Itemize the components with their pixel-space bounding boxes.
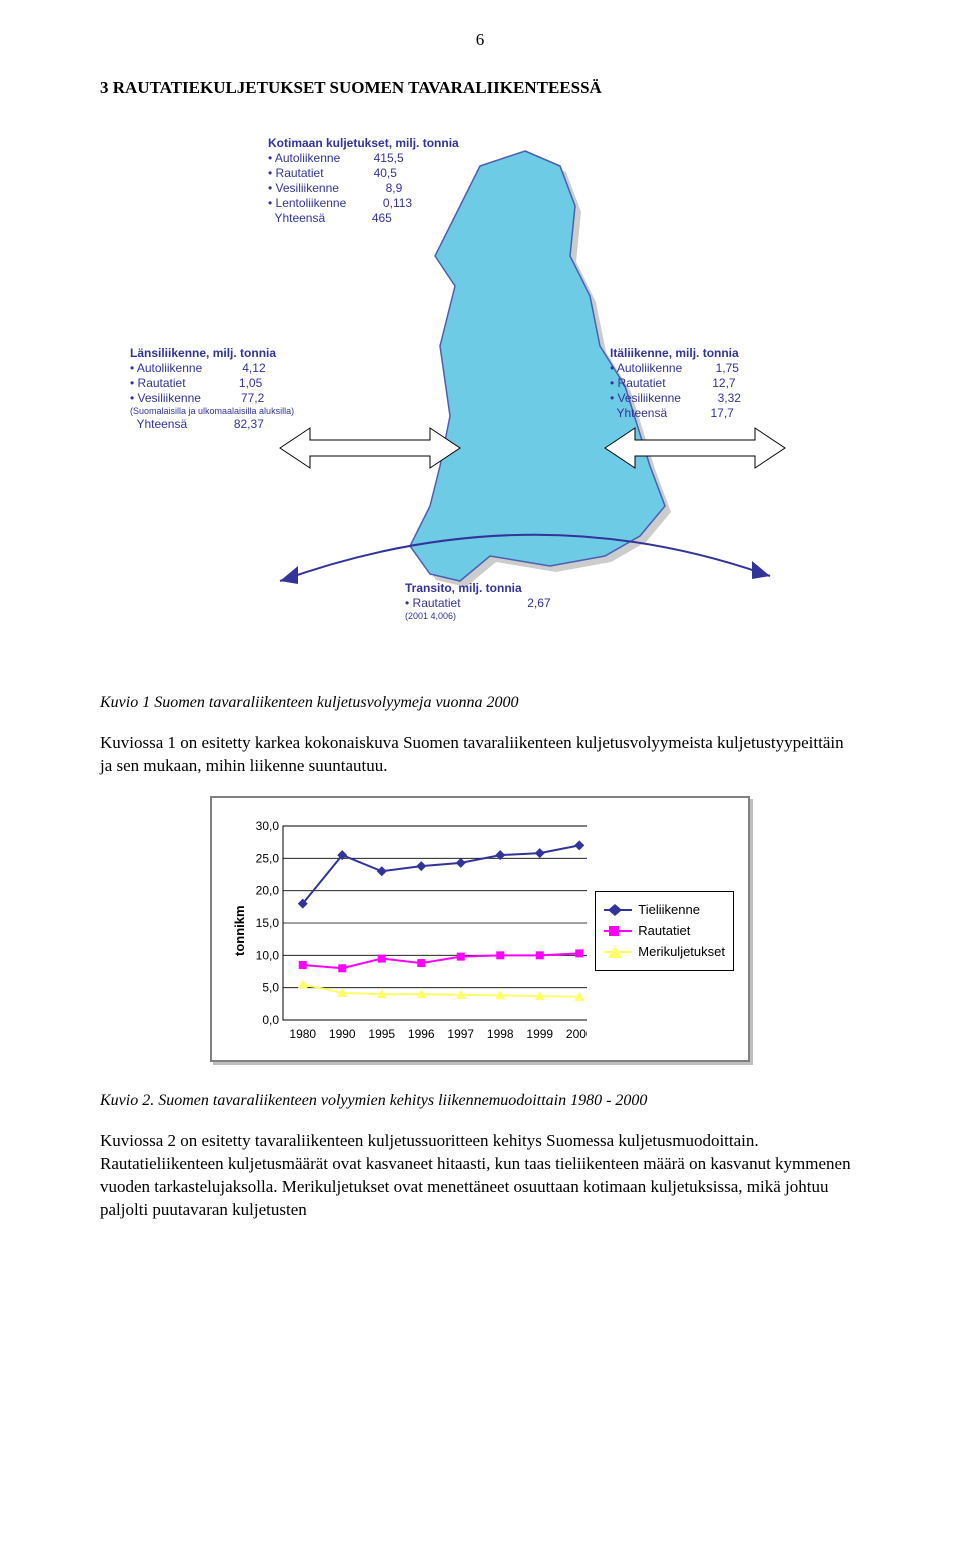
transit-fineprint: (2001 4,006) [405,611,551,622]
east-row: • Rautatiet 12,7 [610,376,741,391]
domestic-row: Yhteensä 465 [268,211,459,226]
east-row: • Autoliikenne 1,75 [610,361,741,376]
domestic-block: Kotimaan kuljetukset, milj. tonnia • Aut… [268,136,459,226]
svg-text:1980: 1980 [289,1027,316,1041]
domestic-title: Kotimaan kuljetukset, milj. tonnia [268,136,459,151]
figure2-caption: Kuvio 2. Suomen tavaraliikenteen volyymi… [100,1092,860,1110]
west-total: Yhteensä 82,37 [130,417,294,432]
west-block: Länsiliikenne, milj. tonnia • Autoliiken… [130,346,294,432]
legend-item: Tieliikenne [604,901,725,919]
svg-text:5,0: 5,0 [262,981,279,995]
svg-text:10,0: 10,0 [256,948,280,962]
transit-title: Transito, milj. tonnia [405,581,551,596]
section-heading: 3 RAUTATIEKULJETUKSET SUOMEN TAVARALIIKE… [100,78,860,98]
line-chart-svg: 0,0 5,0 10,0 15,0 20,0 25,0 30,0 1980 1990 1995 19… [247,816,587,1046]
svg-text:1990: 1990 [329,1027,356,1041]
figure1-caption: Kuvio 1 Suomen tavaraliikenteen kuljetus… [100,694,860,712]
transit-row: • Rautatiet 2,67 [405,596,551,611]
svg-text:0,0: 0,0 [262,1013,279,1027]
west-row: • Rautatiet 1,05 [130,376,294,391]
svg-text:1999: 1999 [526,1027,553,1041]
legend-item: Merikuljetukset [604,943,725,961]
domestic-row: • Rautatiet 40,5 [268,166,459,181]
east-block: Itäliikenne, milj. tonnia • Autoliikenne… [610,346,741,421]
domestic-row: • Lentoliikenne 0,113 [268,196,459,211]
svg-text:20,0: 20,0 [256,884,280,898]
paragraph-1: Kuviossa 1 on esitetty karkea kokonaisku… [100,732,860,778]
svg-text:30,0: 30,0 [256,819,280,833]
page-number: 6 [100,30,860,50]
svg-text:25,0: 25,0 [256,851,280,865]
svg-text:1995: 1995 [368,1027,395,1041]
west-row: • Autoliikenne 4,12 [130,361,294,376]
west-title: Länsiliikenne, milj. tonnia [130,346,294,361]
chart-legend: Tieliikenne Rautatiet Merikuljetukset [595,891,734,971]
finland-map-figure: Kotimaan kuljetukset, milj. tonnia • Aut… [130,136,830,676]
line-chart-figure: tonnikm 0,0 5,0 10,0 15,0 20,0 25,0 30,0 1980 19… [210,796,750,1062]
svg-text:15,0: 15,0 [256,916,280,930]
svg-text:1997: 1997 [447,1027,474,1041]
y-axis-label: tonnikm [226,816,247,1046]
transit-block: Transito, milj. tonnia • Rautatiet 2,67 … [405,581,551,622]
west-fineprint: (Suomalaisilla ja ulkomaalaisilla aluksi… [130,406,294,417]
east-row: Yhteensä 17,7 [610,406,741,421]
domestic-row: • Vesiliikenne 8,9 [268,181,459,196]
svg-text:1998: 1998 [487,1027,514,1041]
legend-item: Rautatiet [604,922,725,940]
domestic-row: • Autoliikenne 415,5 [268,151,459,166]
svg-text:2000: 2000 [566,1027,587,1041]
svg-text:1996: 1996 [408,1027,435,1041]
east-row: • Vesiliikenne 3,32 [610,391,741,406]
east-title: Itäliikenne, milj. tonnia [610,346,741,361]
paragraph-2: Kuviossa 2 on esitetty tavaraliikenteen … [100,1130,860,1222]
west-row: • Vesiliikenne 77,2 [130,391,294,406]
